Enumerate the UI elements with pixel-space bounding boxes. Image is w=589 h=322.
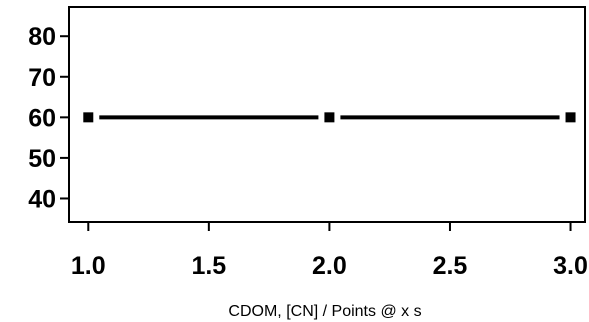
x-tick-label: 3.0	[553, 252, 588, 280]
data-point	[83, 112, 94, 123]
x-tick-label: 2.5	[433, 252, 468, 280]
x-tick-label: 2.0	[312, 252, 347, 280]
data-point	[324, 112, 335, 123]
x-tick-label: 1.5	[191, 252, 226, 280]
data-point	[565, 112, 576, 123]
plot-frame	[68, 6, 586, 223]
y-axis: 40 50 60 70 80	[28, 23, 69, 213]
y-tick-label: 60	[28, 104, 56, 132]
plot-series	[83, 112, 576, 123]
y-tick-label: 50	[28, 145, 56, 173]
y-tick-label: 70	[28, 64, 56, 92]
y-tick-label: 80	[28, 23, 56, 51]
x-axis-title: CDOM, [CN] / Points @ x s	[228, 303, 421, 320]
x-axis: 1.0 1.5 2.0 2.5 3.0	[71, 222, 588, 280]
y-tick-label: 40	[28, 185, 56, 213]
x-tick-label: 1.0	[71, 252, 106, 280]
